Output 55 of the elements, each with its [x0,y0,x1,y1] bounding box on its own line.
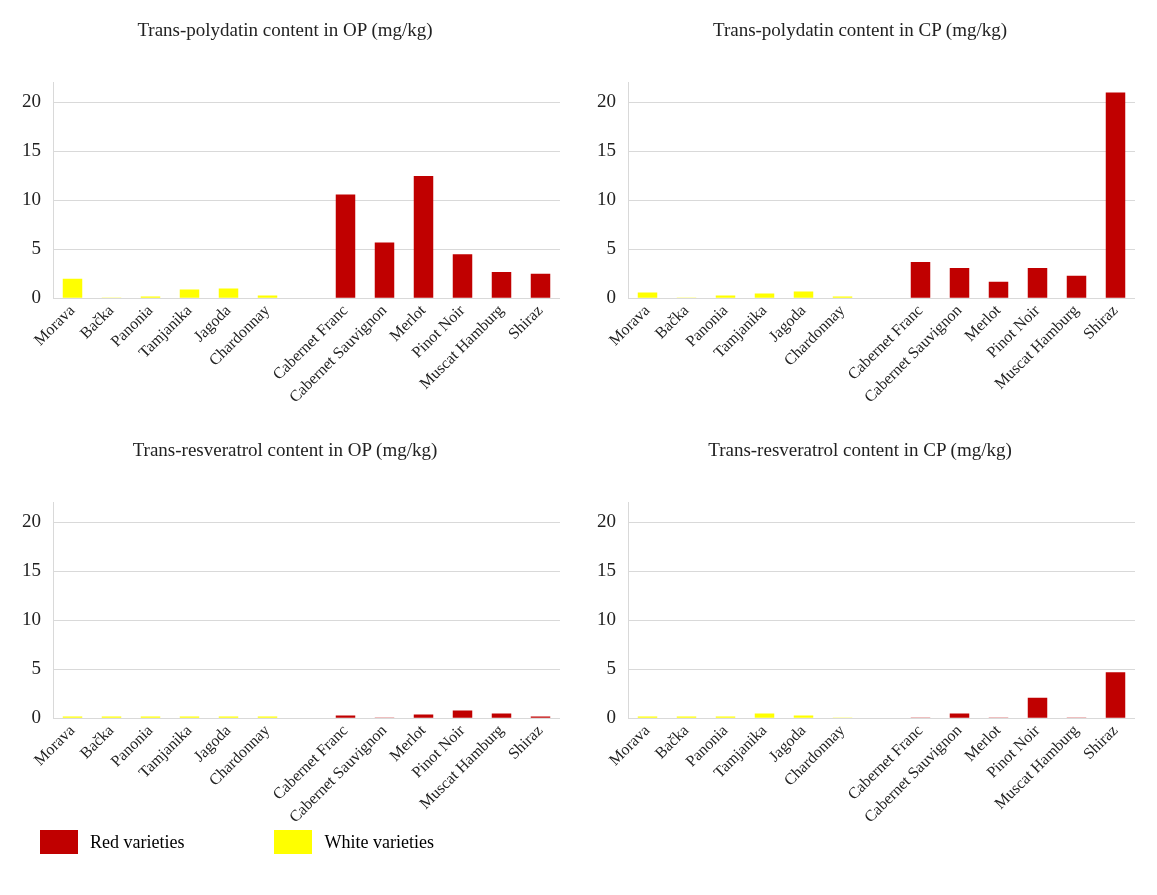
bar [949,267,970,298]
y-tick-label: 20 [597,90,616,112]
bar [637,292,658,298]
bar [1027,697,1048,718]
bar [793,715,814,718]
bar [949,713,970,718]
bar [335,194,356,298]
y-tick-label: 0 [606,706,616,728]
y-tick-label: 15 [597,139,616,161]
bar [1105,672,1126,718]
bar [530,273,551,298]
y-tick-label: 5 [31,657,41,679]
y-tick-label: 5 [31,237,41,259]
y-tick-label: 20 [22,510,41,532]
bar [452,254,473,298]
y-tick-label: 5 [606,237,616,259]
y-tick-label: 5 [606,657,616,679]
bar [491,271,512,298]
bar [62,278,83,298]
chart-title: Trans-resveratrol content in CP (mg/kg) [708,439,1012,462]
bar [910,262,931,298]
bar [754,293,775,298]
y-tick-label: 0 [31,706,41,728]
y-tick-label: 15 [22,139,41,161]
bar [413,175,434,298]
bar [257,295,278,298]
bar [1066,275,1087,298]
chart-title: Trans-polydatin content in OP (mg/kg) [137,19,433,42]
y-tick-label: 15 [22,559,41,581]
bar [374,242,395,298]
bar [491,713,512,718]
legend-label: White varieties [324,831,434,853]
bar [179,289,200,298]
bar [335,715,356,718]
bar [1105,92,1126,298]
y-tick-label: 0 [31,286,41,308]
bar [413,714,434,718]
bar [793,291,814,298]
y-tick-label: 10 [597,608,616,630]
chart-title: Trans-resveratrol content in OP (mg/kg) [132,439,438,462]
bar [218,288,239,298]
bar [754,713,775,718]
y-tick-label: 10 [22,188,41,210]
y-tick-label: 0 [606,286,616,308]
y-tick-label: 20 [597,510,616,532]
y-tick-label: 10 [597,188,616,210]
y-tick-label: 20 [22,90,41,112]
bar [988,281,1009,298]
chart-title: Trans-polydatin content in CP (mg/kg) [712,19,1008,42]
legend-label: Red varieties [90,831,185,853]
bar [452,710,473,718]
y-tick-label: 15 [597,559,616,581]
y-tick-label: 10 [22,608,41,630]
bar [1027,267,1048,298]
bar [715,295,736,298]
